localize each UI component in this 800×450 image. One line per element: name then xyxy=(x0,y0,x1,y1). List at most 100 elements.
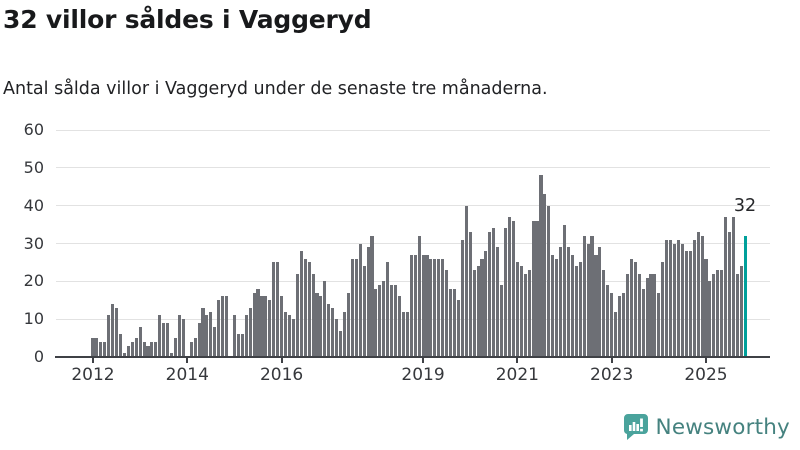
bar xyxy=(95,338,99,357)
bar xyxy=(315,292,319,357)
bar xyxy=(680,243,684,357)
x-tick-label: 2025 xyxy=(684,365,728,385)
bar xyxy=(531,220,535,357)
bar xyxy=(252,292,256,357)
bar xyxy=(327,304,331,357)
bar xyxy=(299,251,303,357)
bar xyxy=(413,254,417,357)
bar xyxy=(484,251,488,357)
bar xyxy=(378,285,382,357)
bar xyxy=(645,277,649,357)
bar xyxy=(574,266,578,357)
bar xyxy=(189,341,193,357)
y-tick-label: 10 xyxy=(23,309,44,329)
bar xyxy=(676,239,681,357)
highlight-value-label: 32 xyxy=(733,196,757,216)
x-tick-label: 2014 xyxy=(165,365,209,385)
bar xyxy=(142,341,146,357)
bar xyxy=(425,254,429,357)
bar xyxy=(543,194,547,357)
bar xyxy=(225,296,229,357)
bar xyxy=(193,338,197,357)
bar xyxy=(232,315,236,357)
bar xyxy=(268,300,272,357)
page-title: 32 villor såldes i Vaggeryd xyxy=(3,5,372,34)
bar xyxy=(170,353,174,357)
bar xyxy=(665,239,669,357)
bar xyxy=(342,311,347,357)
bar xyxy=(673,243,677,357)
gridline xyxy=(56,167,770,169)
bar xyxy=(244,315,248,357)
bar xyxy=(154,341,158,357)
bar xyxy=(429,258,433,357)
bar xyxy=(358,243,362,357)
bar xyxy=(496,247,500,357)
bar xyxy=(445,269,449,357)
bar xyxy=(460,239,464,357)
bar xyxy=(319,296,323,357)
bar xyxy=(236,334,240,357)
bar xyxy=(559,247,563,357)
bar xyxy=(731,217,736,357)
bar xyxy=(111,304,115,357)
x-tick-label: 2012 xyxy=(71,365,115,385)
bar xyxy=(272,262,276,357)
bar xyxy=(433,258,437,357)
bar xyxy=(472,269,476,357)
bar xyxy=(276,262,280,357)
bar xyxy=(205,315,209,357)
bar xyxy=(523,273,527,357)
bar xyxy=(708,281,712,357)
bar xyxy=(122,353,126,357)
bar xyxy=(586,243,590,357)
gridline xyxy=(56,129,770,131)
bar xyxy=(256,288,260,357)
bar xyxy=(641,288,645,357)
chart-subtitle: Antal sålda villor i Vaggeryd under de s… xyxy=(3,79,548,99)
bar xyxy=(181,319,185,357)
bar xyxy=(307,262,311,357)
bar xyxy=(720,269,724,357)
bar xyxy=(283,311,288,357)
brand-name: Newsworthy xyxy=(655,414,790,440)
bar xyxy=(633,262,637,357)
bar xyxy=(370,235,374,357)
bar xyxy=(696,232,700,357)
bar xyxy=(346,292,350,357)
bar xyxy=(162,322,166,357)
bar xyxy=(99,341,103,357)
bar xyxy=(209,311,213,357)
bar xyxy=(213,326,217,357)
x-tick xyxy=(516,358,519,363)
x-tick-label: 2021 xyxy=(495,365,539,385)
x-tick xyxy=(610,358,613,363)
bar xyxy=(374,288,378,357)
bar xyxy=(146,345,150,357)
bar xyxy=(386,262,390,357)
bar xyxy=(590,235,594,357)
bar xyxy=(582,235,586,357)
y-tick-label: 20 xyxy=(23,271,44,291)
bar xyxy=(166,322,170,357)
bar xyxy=(291,319,295,357)
bar xyxy=(598,247,602,357)
bar xyxy=(614,311,618,357)
bar xyxy=(480,258,484,357)
bar xyxy=(409,254,413,357)
bar xyxy=(684,251,688,357)
bar xyxy=(295,273,299,357)
gridline xyxy=(56,318,770,320)
bar xyxy=(339,330,343,357)
bar xyxy=(488,232,492,357)
bar xyxy=(519,266,523,357)
bar xyxy=(476,266,480,357)
bar xyxy=(115,307,119,357)
bar xyxy=(103,341,107,357)
bar xyxy=(539,175,543,357)
bar xyxy=(551,254,555,357)
bar xyxy=(735,273,739,357)
bar xyxy=(287,315,292,357)
bar xyxy=(331,307,335,357)
bar xyxy=(221,296,225,357)
